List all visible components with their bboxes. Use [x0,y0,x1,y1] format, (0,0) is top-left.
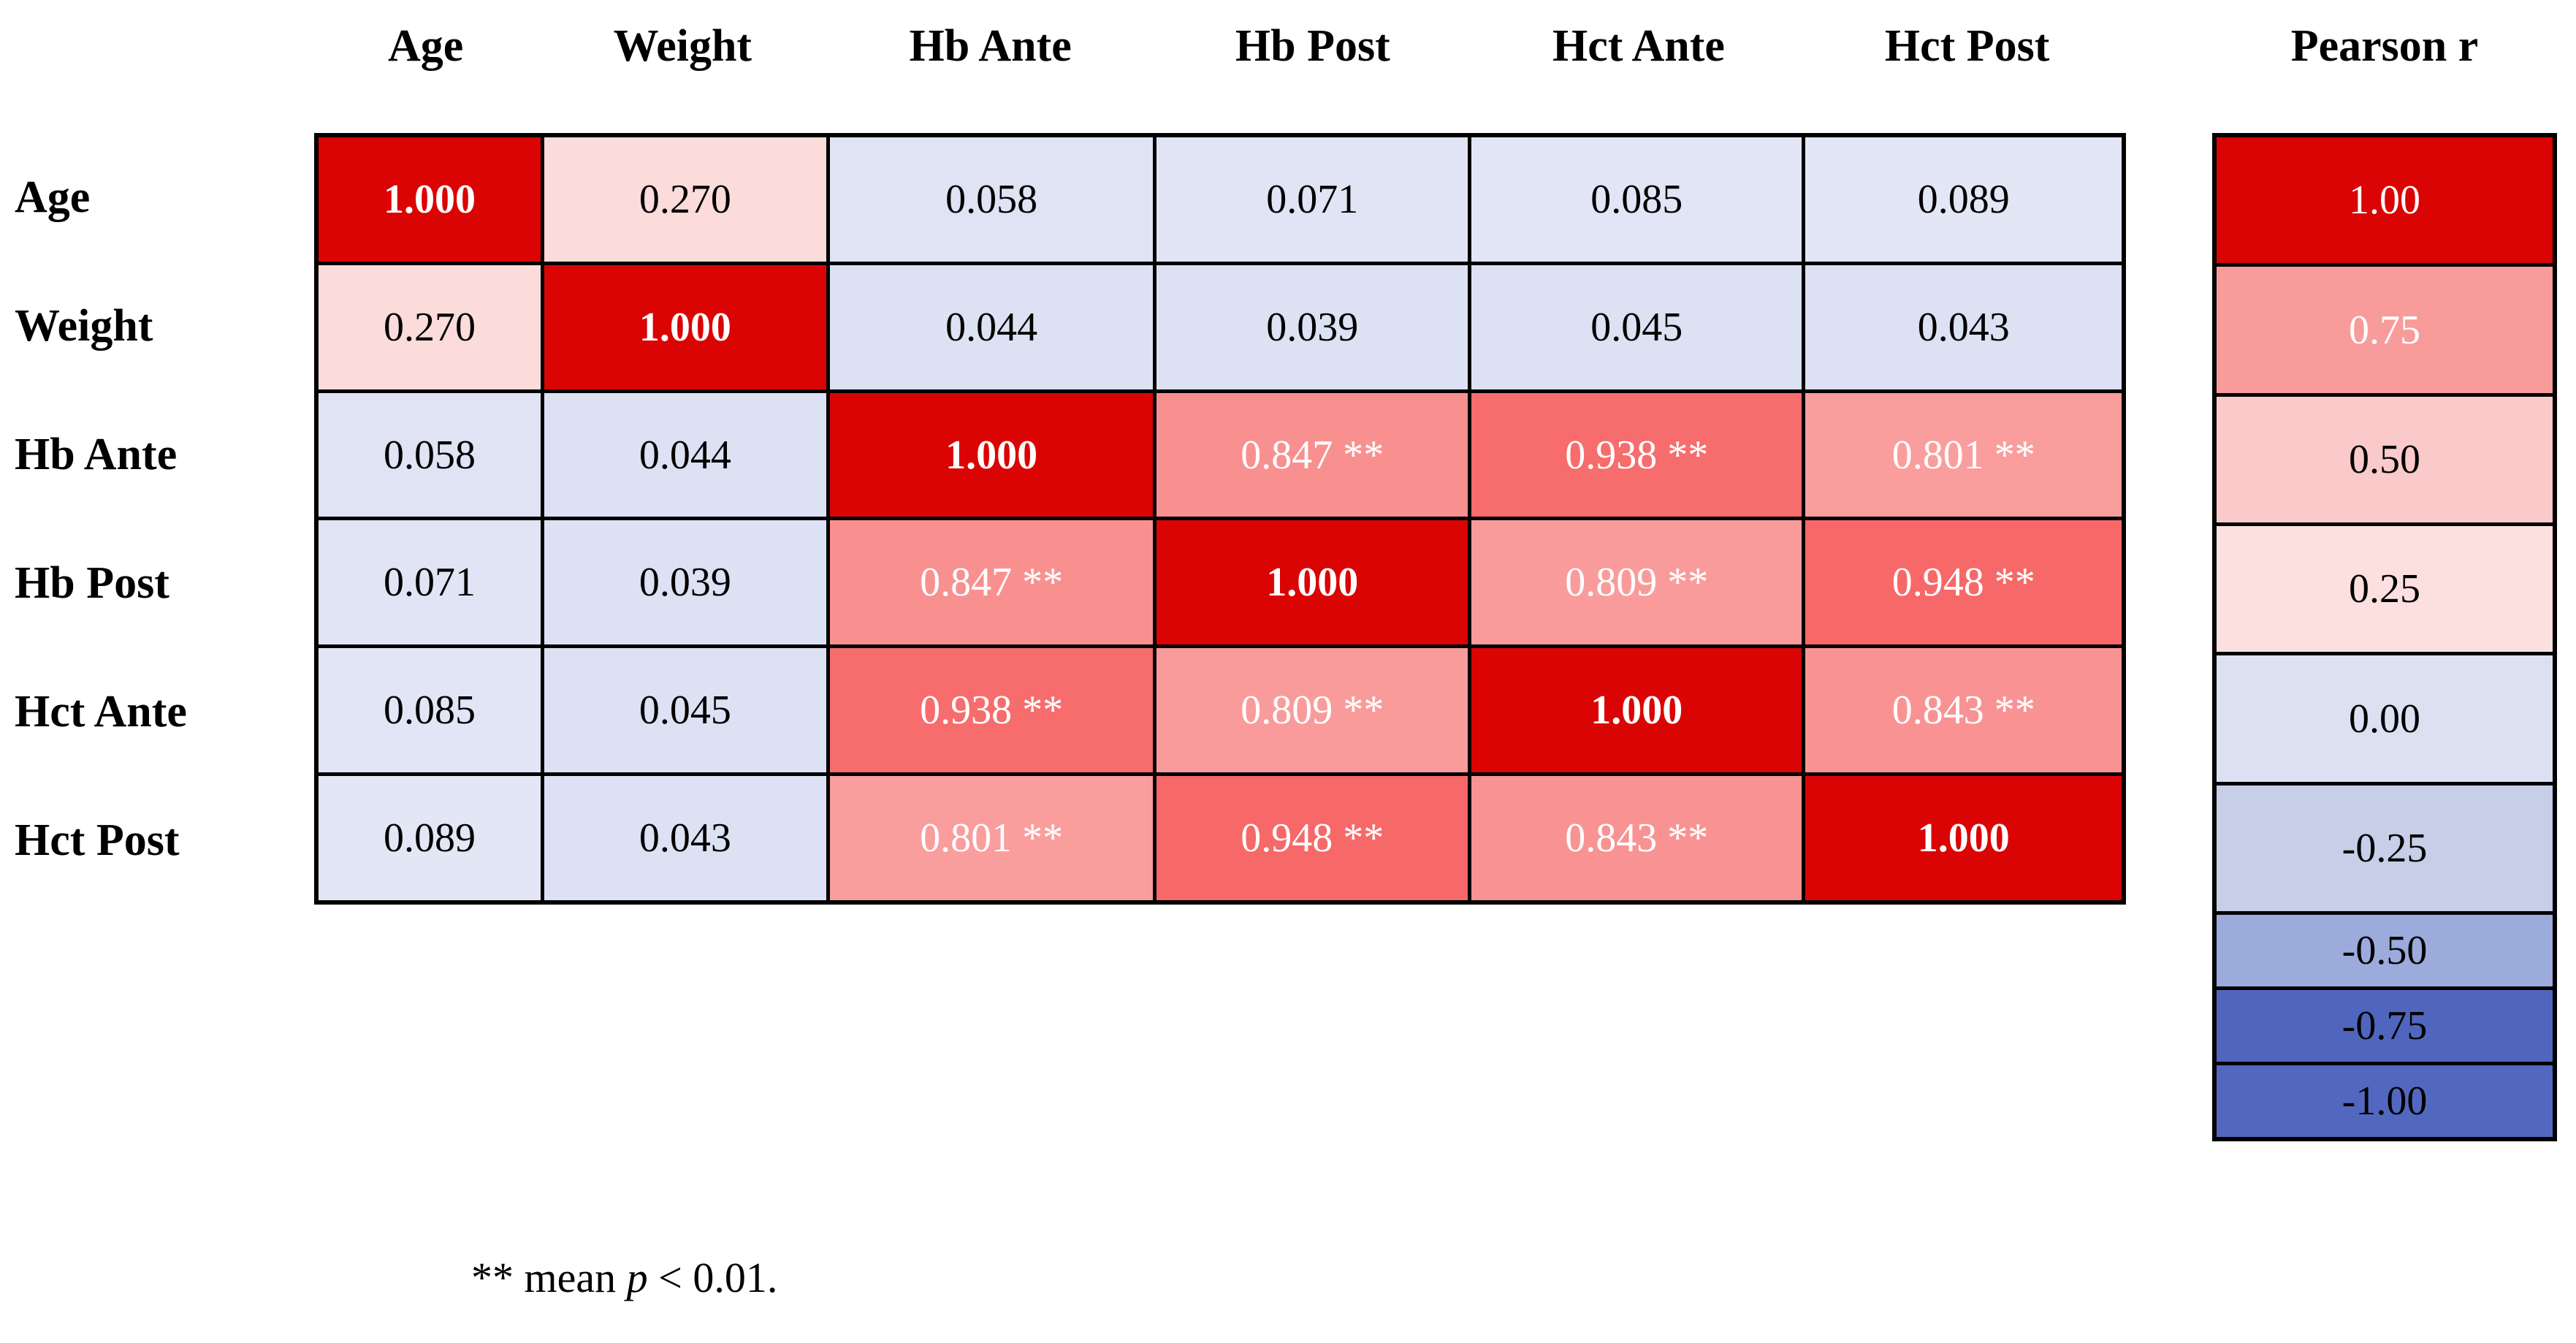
legend-cell-0-75: 0.75 [2217,267,2553,393]
footnote-p-symbol: p [626,1254,648,1301]
matrix-cell-age-hb-ante: 0.058 [829,137,1154,262]
column-header-age: Age [388,20,464,71]
legend-cell-0-00: 0.00 [2217,655,2553,782]
matrix-cell-hb-ante-hb-post: 0.847 ** [1156,392,1468,517]
matrix-cell-weight-hb-post: 0.039 [1156,265,1468,389]
matrix-cell-hb-ante-hct-ante: 0.938 ** [1471,392,1802,517]
row-label-age: Age [15,172,91,222]
column-header-hb-post: Hb Post [1235,20,1390,71]
correlation-matrix: 1.000 0.270 0.058 0.071 0.085 0.089 0.270 1.000… [314,133,2126,905]
column-headers: Age Weight Hb Ante Hb Post Hct Ante Hct Post [314,6,2126,86]
matrix-cell-hct-post-weight: 0.043 [544,776,826,900]
pearson-color-legend: 1.00 0.75 0.50 0.25 0.00 -0.25 -0.50 -0.75 -1.00 [2212,133,2557,1141]
legend-cell-1-00: -1.00 [2217,1065,2553,1137]
column-header-weight: Weight [613,20,752,71]
footnote-text-before-p: mean [514,1254,627,1301]
matrix-cell-hct-ante-age: 0.085 [319,648,541,773]
legend-cell-1-00: 1.00 [2217,137,2553,264]
legend-title: Pearson r [2290,20,2479,71]
matrix-cell-hct-post-hb-post: 0.948 ** [1156,776,1468,900]
matrix-cell-hct-ante-hb-post: 0.809 ** [1156,648,1468,773]
column-header-hb-ante: Hb Ante [909,20,1072,71]
matrix-cell-hb-post-hct-ante: 0.809 ** [1471,520,1802,645]
matrix-cell-weight-hct-ante: 0.045 [1471,265,1802,389]
matrix-cell-hct-post-age: 0.089 [319,776,541,900]
row-label-hct-post: Hct Post [15,815,180,865]
footnote-stars: ** [471,1254,514,1301]
legend-cell-0-75: -0.75 [2217,990,2553,1062]
legend-cell-0-50: 0.50 [2217,396,2553,523]
row-label-weight: Weight [15,300,153,351]
footnote-text-after-p: < 0.01. [647,1254,778,1301]
matrix-cell-hct-post-hct-post: 1.000 [1805,776,2122,900]
column-header-hct-ante: Hct Ante [1552,20,1725,71]
matrix-cell-weight-weight: 1.000 [544,265,826,389]
legend-cell-0-50: -0.50 [2217,915,2553,987]
matrix-cell-hb-post-weight: 0.039 [544,520,826,645]
matrix-cell-hct-post-hb-ante: 0.801 ** [829,776,1154,900]
matrix-cell-age-age: 1.000 [319,137,541,262]
matrix-cell-age-hct-ante: 0.085 [1471,137,1802,262]
matrix-cell-hb-post-hb-ante: 0.847 ** [829,520,1154,645]
matrix-cell-hb-post-hb-post: 1.000 [1156,520,1468,645]
matrix-cell-hct-ante-hct-post: 0.843 ** [1805,648,2122,773]
matrix-cell-hb-ante-hct-post: 0.801 ** [1805,392,2122,517]
matrix-cell-hb-ante-hb-ante: 1.000 [829,392,1154,517]
matrix-cell-hct-ante-hb-ante: 0.938 ** [829,648,1154,773]
column-header-hct-post: Hct Post [1884,20,2050,71]
matrix-cell-weight-hct-post: 0.043 [1805,265,2122,389]
matrix-cell-hb-post-hct-post: 0.948 ** [1805,520,2122,645]
legend-cell-0-25: 0.25 [2217,526,2553,653]
significance-footnote: ** mean p < 0.01. [471,1253,777,1302]
matrix-cell-hct-ante-hct-ante: 1.000 [1471,648,1802,773]
matrix-cell-age-hct-post: 0.089 [1805,137,2122,262]
matrix-cell-hb-ante-weight: 0.044 [544,392,826,517]
matrix-cell-weight-hb-ante: 0.044 [829,265,1154,389]
matrix-cell-hct-post-hct-ante: 0.843 ** [1471,776,1802,900]
matrix-cell-age-hb-post: 0.071 [1156,137,1468,262]
row-label-hb-ante: Hb Ante [15,429,178,479]
row-labels: Age Weight Hb Ante Hb Post Hct Ante Hct Post [15,133,303,905]
matrix-cell-age-weight: 0.270 [544,137,826,262]
row-label-hb-post: Hb Post [15,558,169,608]
matrix-cell-weight-age: 0.270 [319,265,541,389]
matrix-cell-hct-ante-weight: 0.045 [544,648,826,773]
legend-cell-0-25: -0.25 [2217,785,2553,912]
matrix-cell-hb-post-age: 0.071 [319,520,541,645]
matrix-cell-hb-ante-age: 0.058 [319,392,541,517]
row-label-hct-ante: Hct Ante [15,686,187,737]
